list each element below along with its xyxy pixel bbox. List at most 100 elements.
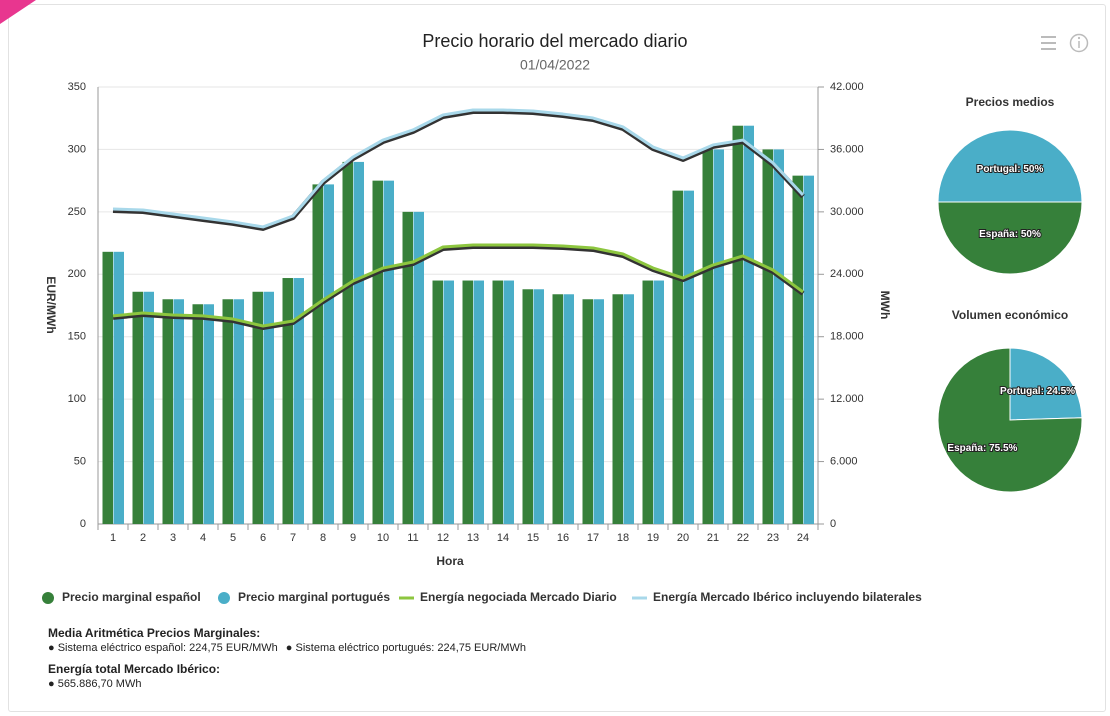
bar [563,294,574,524]
bar [222,299,233,524]
bar [162,299,173,524]
bar [533,289,544,524]
x-tick-label: 8 [320,532,326,544]
x-tick-label: 10 [377,532,389,544]
bar [582,299,593,524]
bar [653,280,664,524]
info-icon[interactable] [1069,33,1089,53]
bar [762,149,773,524]
y2-tick-label: 42.000 [830,81,864,93]
y-tick-label: 0 [80,518,86,530]
bar [312,184,323,525]
x-tick-label: 17 [587,532,599,544]
bar [263,291,274,524]
bar [402,211,413,524]
x-tick-label: 18 [617,532,629,544]
pie-label: España: 75.5% [947,443,1017,454]
footer-row: ● 565.886,70 MWh [48,678,534,690]
bar [143,291,154,524]
pie-title: Precios medios [966,95,1055,109]
x-tick-label: 20 [677,532,689,544]
y-tick-label: 250 [68,206,86,218]
footer-title: Energía total Mercado Ibérico: [48,662,221,676]
pie-slice [937,347,1083,493]
bar [413,211,424,524]
x-tick-label: 21 [707,532,719,544]
line-shadow [112,244,805,330]
bar [462,280,473,524]
bar [713,149,724,524]
pie-slice [1009,347,1083,421]
bar [732,125,743,524]
bar [743,125,754,524]
bar [233,299,244,524]
x-tick-label: 24 [797,532,809,544]
bar [293,278,304,524]
bar [503,280,514,524]
y-axis-title: EUR/MWh [44,276,58,333]
corner-accent [0,0,36,24]
y-tick-label: 300 [68,143,86,155]
x-tick-label: 14 [497,532,509,544]
bar [642,280,653,524]
bar [372,180,383,524]
pie-label: Portugal: 50% [977,164,1044,175]
legend-label: Energía Mercado Ibérico incluyendo bilat… [653,590,922,604]
bar [803,175,814,525]
bar [792,175,803,525]
y-tick-label: 100 [68,393,86,405]
x-axis-title: Hora [436,554,464,568]
footer-item: ● Sistema eléctrico portugués: 224,75 EU… [285,642,526,654]
y2-tick-label: 12.000 [830,393,864,405]
x-tick-label: 7 [290,532,296,544]
x-tick-label: 6 [260,532,266,544]
x-tick-label: 9 [350,532,356,544]
bar [702,149,713,524]
x-tick-label: 11 [407,532,418,544]
y-tick-label: 200 [68,268,86,280]
y2-tick-label: 24.000 [830,268,864,280]
panel [8,4,1106,712]
x-tick-label: 13 [467,532,479,544]
bar [672,190,683,525]
x-tick-label: 1 [110,532,116,544]
y2-tick-label: 36.000 [830,143,864,155]
pie-label: España: 50% [979,229,1041,240]
x-tick-label: 5 [230,532,236,544]
line-shadow [112,108,805,231]
pie-slice [937,201,1083,275]
bar [113,251,124,524]
y2-axis-title: MWh [878,291,892,320]
legend-label: Energía negociada Mercado Diario [420,590,617,604]
bar [593,299,604,524]
x-tick-label: 23 [767,532,779,544]
x-tick-label: 22 [737,532,749,544]
x-tick-label: 4 [200,532,206,544]
bar [252,291,263,524]
bar [282,278,293,524]
y2-tick-label: 6.000 [830,455,858,467]
y-tick-label: 150 [68,331,86,343]
bar [323,184,334,525]
bar [623,294,634,524]
y2-tick-label: 18.000 [830,331,864,343]
bar [552,294,563,524]
legend-symbol [42,592,54,604]
line [112,108,805,229]
y2-tick-label: 0 [830,518,836,530]
x-tick-label: 16 [557,532,569,544]
y-tick-label: 350 [68,81,86,93]
y2-tick-label: 30.000 [830,206,864,218]
x-tick-label: 15 [527,532,539,544]
bar [342,161,353,524]
bar [353,161,364,524]
legend-symbol [218,592,230,604]
menu-icon[interactable] [1041,36,1056,50]
bar [522,289,533,524]
footer-title: Media Aritmética Precios Marginales: [48,626,261,640]
x-tick-label: 19 [647,532,659,544]
bar [203,304,214,524]
x-tick-label: 2 [140,532,146,544]
bar [132,291,143,524]
